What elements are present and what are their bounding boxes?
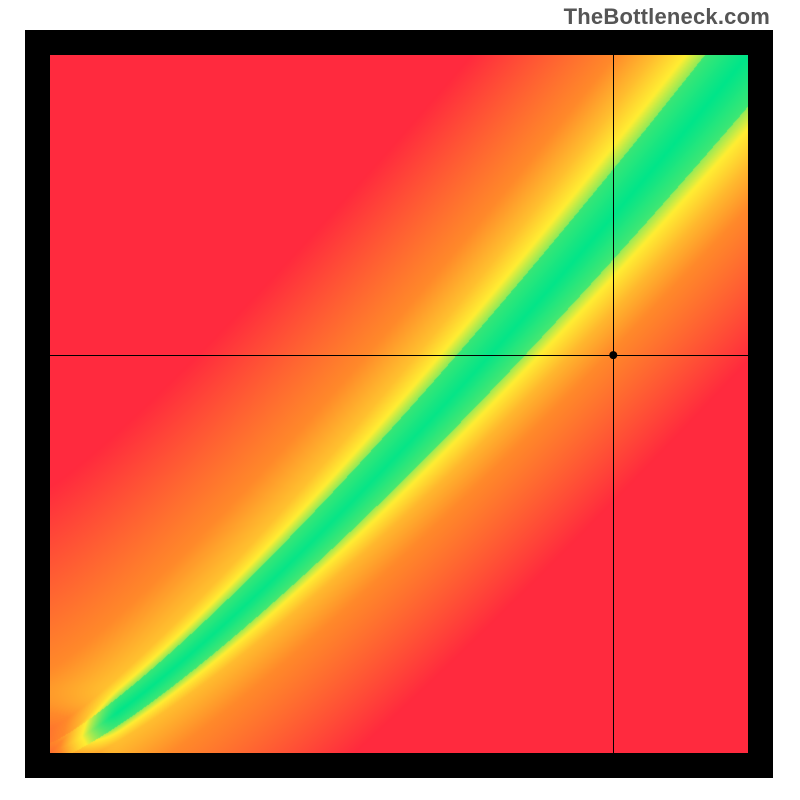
crosshair-point-svg — [0, 0, 800, 800]
crosshair-point — [609, 351, 617, 359]
